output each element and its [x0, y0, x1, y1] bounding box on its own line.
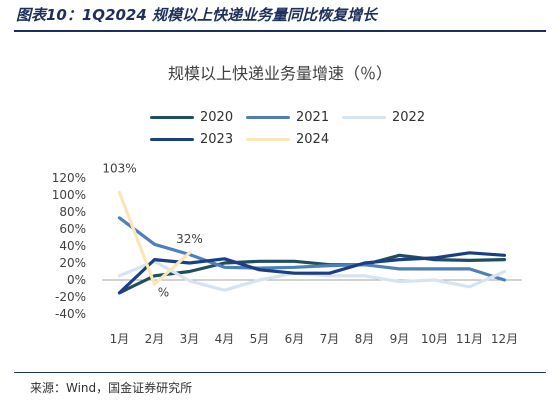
- x-tick-label: 12月: [491, 332, 518, 346]
- legend-label-2021: 2021: [296, 109, 330, 125]
- series-line-2020: [117, 253, 507, 295]
- x-tick-label: 9月: [390, 332, 410, 346]
- y-tick-label: -20%: [55, 290, 86, 304]
- legend-swatch-2021: [246, 115, 290, 119]
- legend-swatch-2022: [342, 115, 386, 119]
- chart-series-lines: [117, 190, 507, 295]
- x-tick-label: 2月: [145, 332, 165, 346]
- legend-label-2022: 2022: [392, 109, 426, 125]
- y-tick-label: 120%: [52, 171, 86, 185]
- chart-data-labels: 103% 32%%: [102, 161, 202, 299]
- series-line-2023: [117, 251, 507, 295]
- y-tick-label: 20%: [59, 256, 86, 270]
- y-tick-label: 80%: [59, 205, 86, 219]
- y-tick-label: -40%: [55, 307, 86, 321]
- legend-item-2022: 2022: [342, 110, 438, 125]
- legend-item-2021: 2021: [246, 110, 342, 125]
- x-tick-label: 7月: [320, 332, 340, 346]
- legend-label-2023: 2023: [200, 131, 234, 147]
- legend-swatch-2023: [150, 137, 194, 141]
- legend-label-2024: 2024: [296, 131, 330, 147]
- x-tick-label: 8月: [355, 332, 375, 346]
- series-line-2021: [117, 216, 507, 282]
- figure-title: 图表10：1Q2024 规模以上快递业务量同比恢复增长: [16, 6, 378, 24]
- legend-label-2020: 2020: [200, 109, 234, 125]
- series-line-2024: [117, 190, 192, 286]
- x-tick-label: 5月: [250, 332, 270, 346]
- legend-swatch-2024: [246, 137, 290, 141]
- y-tick-label: 100%: [52, 188, 86, 202]
- x-tick-label: 6月: [285, 332, 305, 346]
- data-label: %: [158, 285, 169, 299]
- data-label: 32%: [176, 232, 203, 246]
- x-tick-label: 10月: [421, 332, 448, 346]
- chart-title: 规模以上快递业务量增速（％）: [167, 64, 392, 83]
- legend-item-2024: 2024: [246, 132, 342, 147]
- x-tick-label: 3月: [180, 332, 200, 346]
- legend-swatch-2020: [150, 115, 194, 119]
- x-tick-label: 11月: [456, 332, 483, 346]
- source-note: 来源：Wind，国金证券研究所: [30, 381, 193, 395]
- y-tick-label: 40%: [59, 239, 86, 253]
- chart-legend: 2020 2021 2022 2023 2024: [150, 106, 450, 150]
- x-tick-label: 4月: [215, 332, 235, 346]
- legend-item-2023: 2023: [150, 132, 246, 147]
- title-divider: [14, 30, 546, 32]
- chart-axes: 120% 100% 80% 60% 40% 20% 0% -20% -40% 1月 2月 3月 4月 5月…: [52, 171, 522, 346]
- data-label: 103%: [102, 161, 136, 175]
- y-tick-label: 0%: [67, 273, 86, 287]
- source-divider: [14, 372, 546, 373]
- legend-item-2020: 2020: [150, 110, 246, 125]
- x-tick-label: 1月: [110, 332, 130, 346]
- y-tick-label: 60%: [59, 222, 86, 236]
